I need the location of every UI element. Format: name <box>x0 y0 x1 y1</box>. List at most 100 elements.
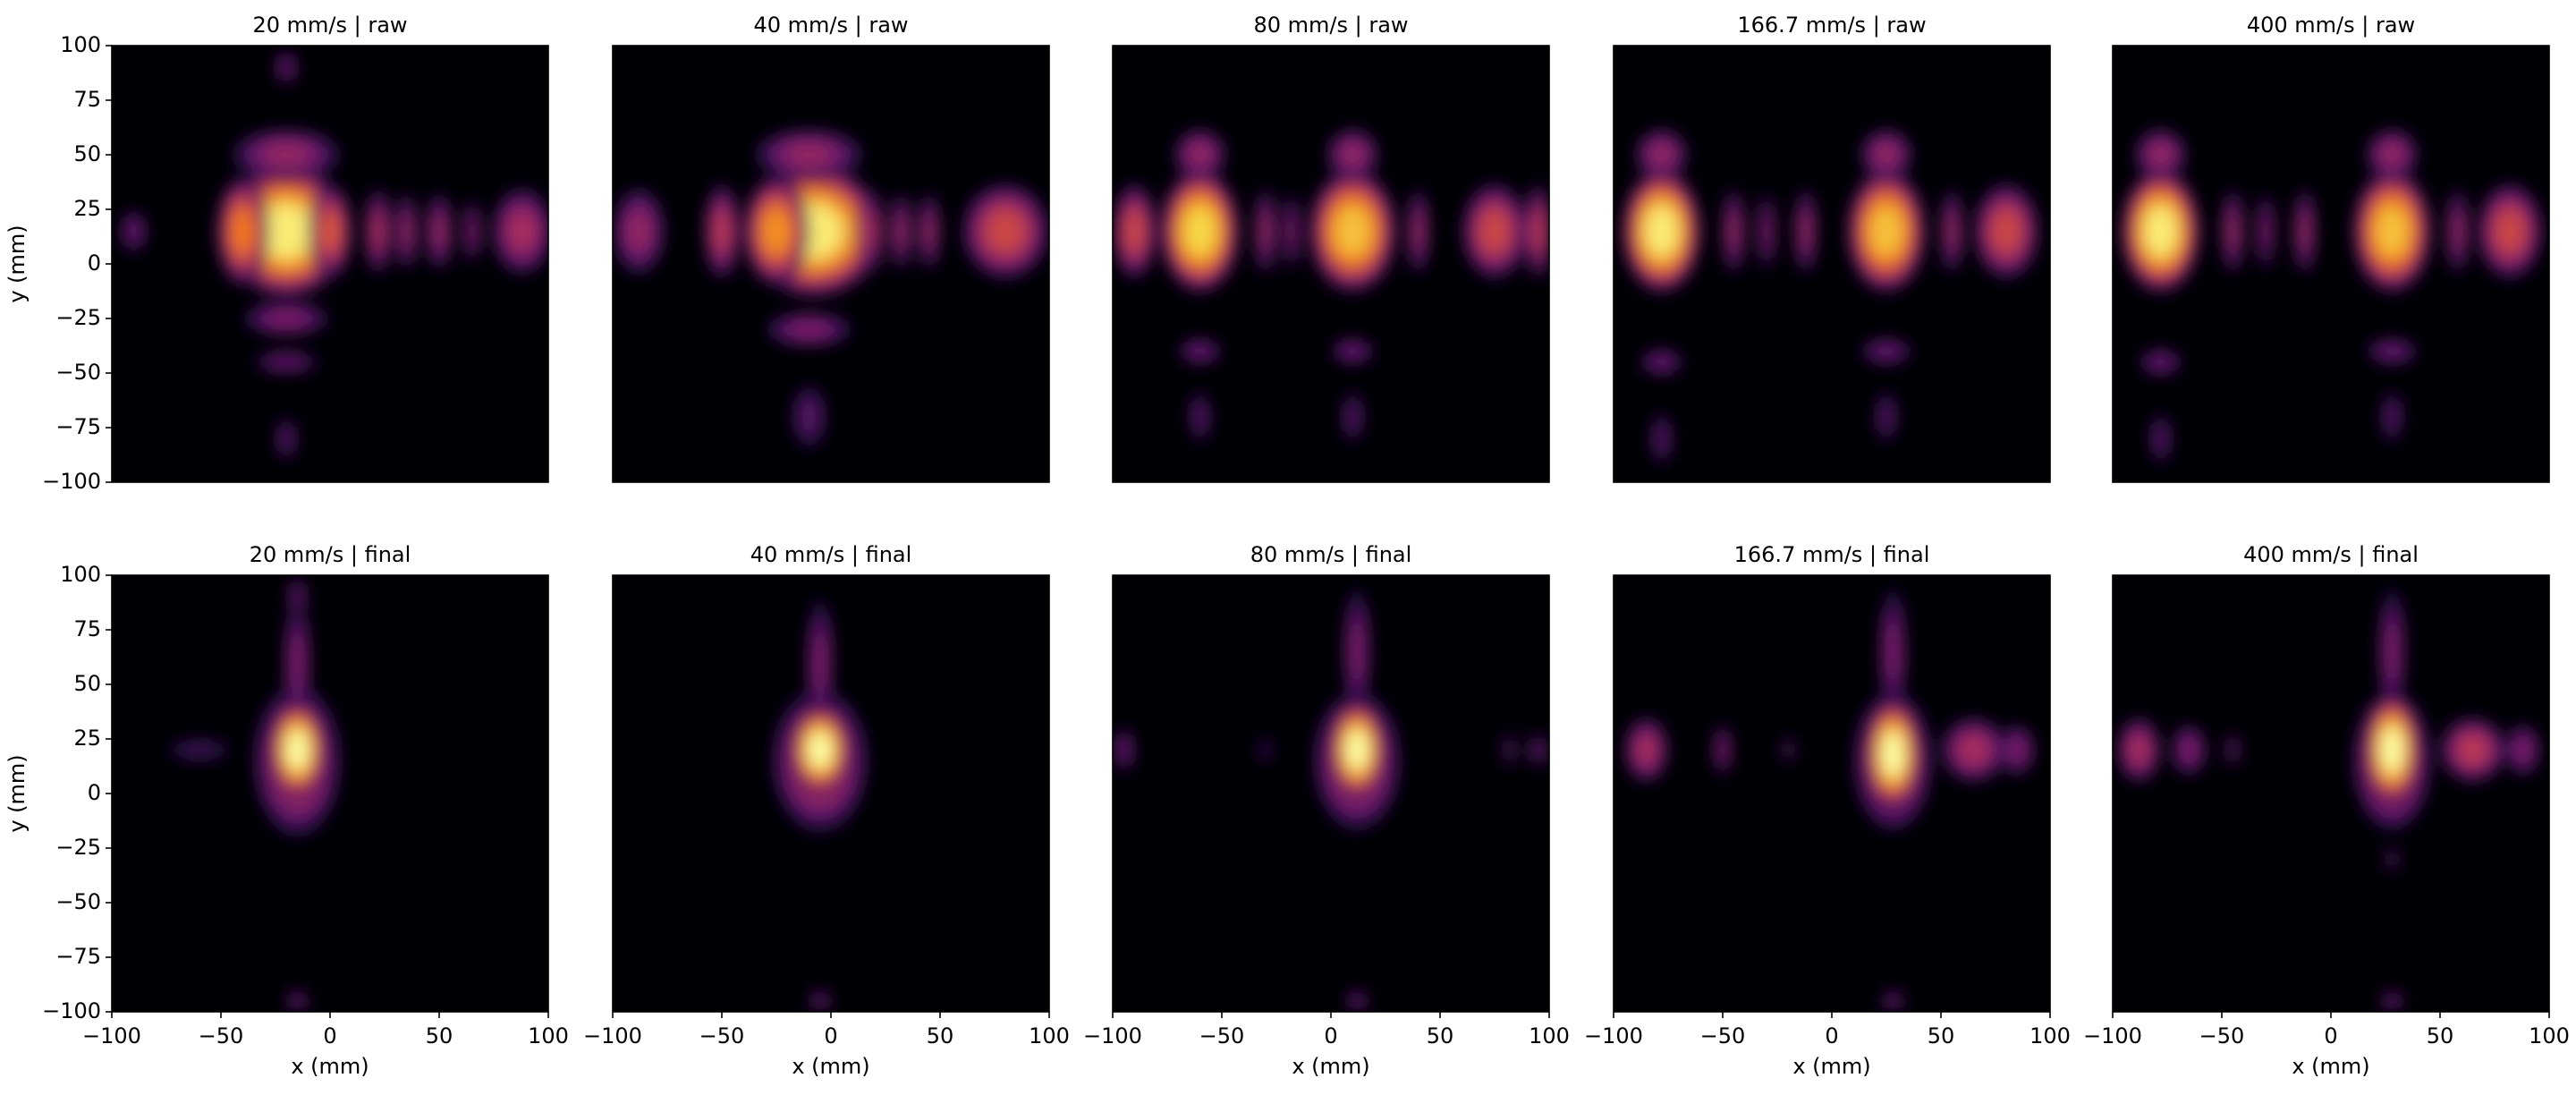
x-tick-label: −100 <box>583 1023 642 1048</box>
y-tick-label: −25 <box>55 305 101 330</box>
panel: 40 mm/s | final −100 −50 0 50 100 x (mm) <box>583 542 1070 1079</box>
panel-frame <box>2112 45 2550 483</box>
heatmap-blob <box>1876 144 1897 166</box>
x-axis-label: x (mm) <box>1292 1054 1369 1079</box>
heatmap-blob <box>402 215 411 248</box>
panel: 80 mm/s | raw <box>1112 13 1550 483</box>
heatmap-blob <box>1650 144 1673 166</box>
heatmap-image <box>1624 586 2035 1012</box>
x-axis-label: x (mm) <box>291 1054 369 1079</box>
y-tick-label: −75 <box>55 414 101 439</box>
heatmap-image <box>1113 128 1549 444</box>
panel-title: 40 mm/s | raw <box>753 13 908 38</box>
y-tick-label: 25 <box>73 196 101 221</box>
y-tick-label: 50 <box>73 671 101 696</box>
heatmap-blob <box>2130 736 2148 764</box>
x-axis-label: x (mm) <box>792 1054 869 1079</box>
x-tick-label: −100 <box>1584 1023 1643 1048</box>
heatmap-blob <box>1870 206 1902 257</box>
heatmap-blob <box>715 211 729 251</box>
heatmap-blob <box>1125 211 1144 251</box>
heatmap-blur <box>2121 128 2543 465</box>
heatmap-blob <box>282 60 292 75</box>
x-tick-label: 100 <box>528 1023 569 1048</box>
heatmap-blob <box>2010 739 2025 761</box>
x-tick-label: 100 <box>2529 1023 2570 1048</box>
heatmap-blob <box>814 635 826 690</box>
heatmap-blob <box>628 213 650 250</box>
y-tick-label: −100 <box>42 469 101 494</box>
y-tick-label: −75 <box>55 944 101 969</box>
heatmap-blob <box>1882 405 1891 428</box>
y-axis-label: y (mm) <box>4 225 30 302</box>
y-tick-label: 50 <box>73 141 101 166</box>
heatmap-blob <box>896 215 906 248</box>
panel: 400 mm/s | raw <box>2112 13 2550 483</box>
heatmap-blob <box>2459 736 2487 764</box>
panel-title: 166.7 mm/s | raw <box>1737 13 1926 38</box>
heatmap-blob <box>2381 727 2403 773</box>
heatmap-image <box>120 49 548 461</box>
x-tick-label: −100 <box>1083 1023 1142 1048</box>
x-tick-label: 0 <box>1825 1023 1838 1048</box>
heatmap-blob <box>2144 206 2177 257</box>
heatmap-background <box>2113 575 2549 1012</box>
heatmap-blob <box>468 217 476 245</box>
x-axis-label: x (mm) <box>1792 1054 1870 1079</box>
heatmap-background <box>1614 575 2050 1012</box>
heatmap-blob <box>987 211 1024 251</box>
heatmap-blob <box>372 213 384 250</box>
panel-title: 400 mm/s | final <box>2243 542 2419 567</box>
panel: 400 mm/s | final −100 −50 0 50 100 x (mm) <box>2083 542 2570 1079</box>
heatmap-image <box>2121 128 2543 465</box>
heatmap-blob <box>1652 356 1671 368</box>
heatmap-blob <box>1729 213 1739 250</box>
panel-title: 400 mm/s | raw <box>2247 13 2415 38</box>
heatmap-blob <box>1887 624 1899 679</box>
x-tick-label: 50 <box>1427 1023 1454 1048</box>
heatmap-blur <box>1113 128 1549 444</box>
y-tick-label: −50 <box>55 360 101 385</box>
heatmap-blob <box>1481 211 1508 251</box>
heatmap-blob <box>1888 996 1898 1006</box>
x-tick-label: 100 <box>1529 1023 1570 1048</box>
heatmap-image <box>166 575 342 1012</box>
y-axis-label: y (mm) <box>4 754 30 832</box>
heatmap-blur <box>2116 586 2541 1012</box>
heatmap-blob <box>1960 736 1987 764</box>
heatmap-blob <box>509 213 535 250</box>
heatmap-blob <box>273 357 301 367</box>
panel: 166.7 mm/s | raw <box>1613 13 2051 483</box>
heatmap-blob <box>1191 345 1209 357</box>
heatmap-blob <box>2381 345 2403 357</box>
heatmap-blob <box>2387 996 2397 1006</box>
heatmap-blur <box>1624 586 2035 1012</box>
y-tick-label: −50 <box>55 889 101 914</box>
heatmap-image <box>2116 586 2541 1012</box>
panel-title: 20 mm/s | final <box>250 542 411 567</box>
panel-frame <box>612 45 1050 483</box>
heatmap-blob <box>2261 215 2269 248</box>
panel-title: 40 mm/s | final <box>750 542 912 567</box>
x-tick-label: −50 <box>699 1023 745 1048</box>
heatmap-blob <box>2381 144 2403 166</box>
heatmap-blob <box>1352 996 1362 1006</box>
heatmap-blob <box>1189 144 1211 166</box>
heatmap-blob <box>1993 211 2021 251</box>
heatmap-blob <box>2228 213 2238 250</box>
heatmap-blob <box>1262 744 1268 756</box>
heatmap-blob <box>282 429 292 448</box>
x-tick-label: −50 <box>1700 1023 1746 1048</box>
panel-title: 80 mm/s | final <box>1250 542 1412 567</box>
heatmap-image <box>1113 586 1547 1012</box>
x-tick-label: 0 <box>2324 1023 2337 1048</box>
heatmap-blob <box>1195 405 1205 428</box>
heatmap-blob <box>232 208 254 254</box>
heatmap-blob <box>1119 741 1129 760</box>
x-tick-label: 50 <box>927 1023 954 1048</box>
heatmap-blob <box>2515 739 2530 761</box>
x-tick-label: −50 <box>199 1023 244 1048</box>
heatmap-blob <box>293 588 301 607</box>
heatmap-blob <box>2389 853 2395 865</box>
heatmap-blob <box>1532 211 1544 251</box>
